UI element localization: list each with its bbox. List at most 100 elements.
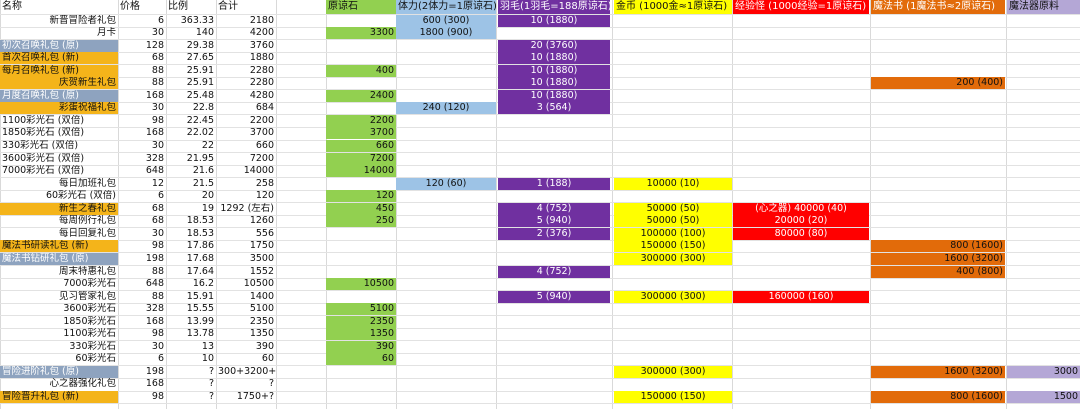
cell-stone[interactable] bbox=[326, 228, 396, 240]
cell-name[interactable]: 每日加班礼包 bbox=[58, 177, 116, 189]
cell-gold[interactable]: 150000 (150) bbox=[614, 240, 732, 253]
cell-book[interactable] bbox=[871, 190, 1005, 202]
cell-stamina[interactable] bbox=[396, 228, 496, 240]
cell-feather[interactable]: 10 (1880) bbox=[498, 14, 610, 27]
cell-gold[interactable] bbox=[614, 378, 732, 390]
cell-exp[interactable]: 160000 (160) bbox=[733, 290, 869, 303]
cell-stone[interactable]: 1350 bbox=[326, 328, 396, 341]
cell-total[interactable]: 684 bbox=[255, 102, 274, 114]
cell-book[interactable] bbox=[871, 291, 1005, 303]
header-ratio[interactable]: 比例 bbox=[168, 1, 188, 12]
cell-stone[interactable]: 2400 bbox=[326, 89, 396, 102]
cell-exp[interactable] bbox=[733, 15, 869, 27]
cell-name[interactable]: 1850彩光石 (双倍) bbox=[2, 127, 85, 139]
cell-feather[interactable] bbox=[498, 353, 610, 365]
cell-stone[interactable]: 400 bbox=[326, 64, 396, 77]
cell-stamina[interactable] bbox=[396, 165, 496, 177]
cell-total[interactable]: 14000 bbox=[243, 165, 274, 177]
cell-material[interactable] bbox=[1007, 90, 1080, 102]
cell-name[interactable]: 7000彩光石 bbox=[63, 278, 116, 290]
cell-gold[interactable]: 300000 (300) bbox=[614, 365, 732, 378]
cell-stamina[interactable] bbox=[396, 115, 496, 127]
cell-total[interactable]: 556 bbox=[255, 227, 274, 239]
cell-ratio[interactable]: 29.38 bbox=[186, 39, 214, 51]
cell-stone[interactable] bbox=[326, 266, 396, 278]
cell-exp[interactable] bbox=[733, 278, 869, 290]
cell-material[interactable] bbox=[1007, 140, 1080, 152]
cell-stone[interactable]: 10500 bbox=[326, 278, 396, 291]
cell-stamina[interactable] bbox=[396, 140, 496, 152]
cell-stamina[interactable] bbox=[396, 353, 496, 365]
cell-material[interactable]: 1500 bbox=[1007, 391, 1080, 404]
cell-book[interactable] bbox=[871, 353, 1005, 365]
cell-feather[interactable]: 5 (940) bbox=[498, 290, 610, 303]
cell-feather[interactable] bbox=[498, 366, 610, 378]
cell-stamina[interactable] bbox=[396, 391, 496, 403]
cell-price[interactable]: 168 bbox=[145, 378, 164, 390]
cell-feather[interactable]: 10 (1880) bbox=[498, 64, 610, 77]
cell-total[interactable]: 1552 bbox=[249, 265, 274, 277]
cell-ratio[interactable]: 17.64 bbox=[186, 265, 214, 277]
cell-stamina[interactable] bbox=[396, 328, 496, 340]
cell-price[interactable]: 88 bbox=[151, 64, 164, 76]
cell-exp[interactable]: 80000 (80) bbox=[733, 227, 869, 240]
cell-total[interactable]: 2350 bbox=[249, 315, 274, 327]
cell-exp[interactable] bbox=[733, 77, 869, 89]
cell-price[interactable]: 88 bbox=[151, 265, 164, 277]
cell-ratio[interactable]: 13.78 bbox=[186, 328, 214, 340]
cell-feather[interactable]: 4 (752) bbox=[498, 202, 610, 215]
cell-exp[interactable] bbox=[733, 366, 869, 378]
cell-ratio[interactable]: 25.91 bbox=[186, 77, 214, 89]
cell-feather[interactable]: 10 (1880) bbox=[498, 89, 610, 102]
cell-price[interactable]: 6 bbox=[157, 353, 164, 365]
cell-stone[interactable]: 60 bbox=[326, 353, 396, 366]
cell-material[interactable] bbox=[1007, 278, 1080, 290]
cell-material[interactable] bbox=[1007, 378, 1080, 390]
cell-ratio[interactable]: 17.68 bbox=[186, 252, 214, 264]
cell-total[interactable]: 1750+? bbox=[236, 391, 274, 402]
cell-stone[interactable]: 250 bbox=[326, 215, 396, 228]
cell-material[interactable] bbox=[1007, 253, 1080, 265]
cell-name[interactable]: 60彩光石 (双倍) bbox=[45, 190, 116, 202]
cell-gold[interactable] bbox=[614, 153, 732, 165]
cell-stamina[interactable] bbox=[396, 303, 496, 315]
cell-feather[interactable]: 3 (564) bbox=[498, 102, 610, 115]
cell-feather[interactable] bbox=[498, 341, 610, 353]
cell-feather[interactable] bbox=[498, 127, 610, 139]
cell-gold[interactable]: 300000 (300) bbox=[614, 252, 732, 265]
cell-exp[interactable] bbox=[733, 165, 869, 177]
cell-gold[interactable] bbox=[614, 278, 732, 290]
cell-price[interactable]: 30 bbox=[151, 27, 164, 39]
cell-material[interactable] bbox=[1007, 52, 1080, 64]
cell-feather[interactable]: 10 (1880) bbox=[498, 52, 610, 65]
cell-price[interactable]: 168 bbox=[145, 127, 164, 139]
cell-exp[interactable] bbox=[733, 341, 869, 353]
cell-total[interactable]: 3760 bbox=[249, 39, 274, 51]
cell-stamina[interactable] bbox=[396, 52, 496, 64]
cell-material[interactable] bbox=[1007, 77, 1080, 89]
cell-material[interactable] bbox=[1007, 165, 1080, 177]
cell-ratio[interactable]: 363.33 bbox=[180, 14, 214, 26]
cell-book[interactable]: 400 (800) bbox=[871, 265, 1005, 278]
cell-feather[interactable] bbox=[498, 253, 610, 265]
cell-exp[interactable]: 20000 (20) bbox=[733, 215, 869, 228]
cell-material[interactable] bbox=[1007, 316, 1080, 328]
cell-exp[interactable] bbox=[733, 303, 869, 315]
cell-feather[interactable] bbox=[498, 316, 610, 328]
cell-total[interactable]: 1400 bbox=[249, 290, 274, 302]
cell-ratio[interactable]: 13 bbox=[201, 340, 214, 352]
cell-gold[interactable]: 50000 (50) bbox=[614, 202, 732, 215]
cell-gold[interactable]: 50000 (50) bbox=[614, 215, 732, 228]
cell-name[interactable]: 庆贺新生礼包 bbox=[0, 77, 118, 90]
cell-price[interactable]: 6 bbox=[157, 14, 164, 26]
cell-stamina[interactable]: 600 (300) bbox=[396, 14, 496, 27]
cell-price[interactable]: 328 bbox=[145, 152, 164, 164]
cell-total[interactable]: 1292 (左右) bbox=[220, 202, 274, 214]
cell-total[interactable]: 60 bbox=[261, 353, 274, 365]
cell-stone[interactable]: 7200 bbox=[326, 152, 396, 165]
cell-stamina[interactable]: 1800 (900) bbox=[396, 27, 496, 40]
header-exp[interactable]: 经验怪 (1000经验=1原谅石) bbox=[733, 0, 869, 14]
cell-book[interactable] bbox=[871, 215, 1005, 227]
cell-material[interactable] bbox=[1007, 203, 1080, 215]
cell-book[interactable] bbox=[871, 102, 1005, 114]
